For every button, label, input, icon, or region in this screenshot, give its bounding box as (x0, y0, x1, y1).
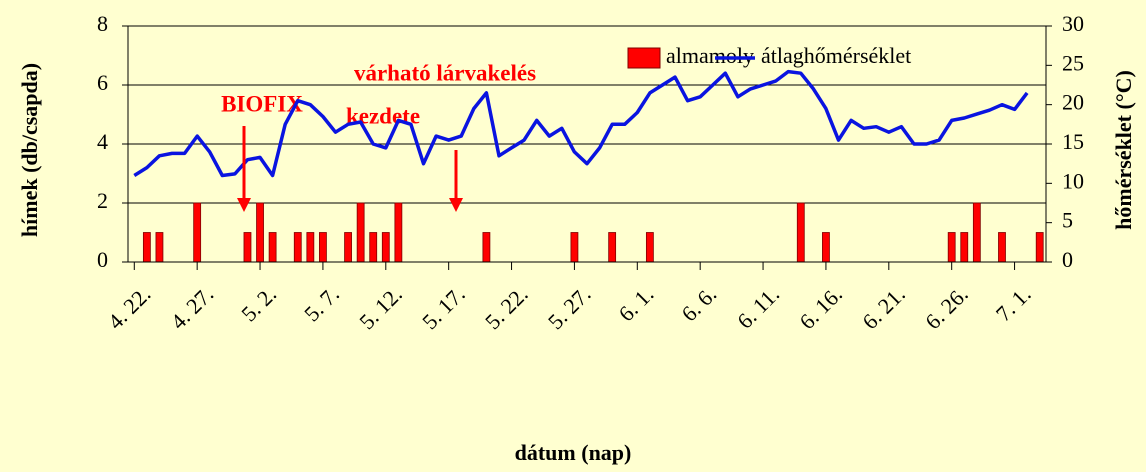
arrow-head (237, 198, 251, 212)
bar (256, 202, 264, 263)
bar (482, 232, 491, 263)
y2-tick-label: 20 (1062, 90, 1084, 115)
bar (570, 232, 579, 263)
bar (972, 202, 981, 263)
y2-tick-label: 15 (1062, 129, 1084, 154)
legend-swatch (627, 47, 661, 69)
bar (369, 232, 378, 263)
y2-tick-label: 25 (1062, 50, 1084, 75)
bar (947, 232, 956, 263)
bar (344, 232, 352, 263)
y2-axis-title: hőmérséklet (°C) (1111, 70, 1136, 230)
x-axis-title: dátum (nap) (515, 440, 632, 465)
y-tick-label: 4 (97, 129, 108, 154)
bar (960, 232, 969, 263)
bar (306, 232, 315, 263)
line (133, 69, 1029, 178)
legend-label: átlaghőmérséklet (761, 43, 911, 68)
bar (998, 232, 1006, 263)
bar (356, 202, 365, 263)
bar (155, 232, 164, 263)
y2-tick-label: 10 (1062, 168, 1084, 193)
y-tick-label: 0 (97, 247, 108, 272)
arrow-head (449, 198, 463, 212)
bar (381, 232, 390, 263)
bar (243, 232, 252, 263)
bar (193, 202, 202, 263)
y-axis-title: hímek (db/csapda) (17, 63, 42, 237)
bar (608, 232, 617, 263)
y-tick-label: 2 (97, 188, 108, 213)
bar (142, 232, 151, 263)
y2-tick-label: 0 (1062, 247, 1073, 272)
bar (645, 232, 654, 263)
annotation: várható lárvakelés (354, 60, 536, 85)
y-tick-label: 6 (97, 70, 108, 95)
annotation: BIOFIX (221, 91, 303, 116)
bar (796, 202, 805, 263)
bar (822, 232, 830, 263)
legend-label: almamoly (666, 43, 754, 68)
y-tick-label: 8 (97, 11, 108, 36)
y2-tick-label: 30 (1062, 11, 1084, 36)
bar (268, 232, 277, 263)
y2-tick-label: 5 (1062, 208, 1073, 233)
bar (293, 232, 302, 263)
bar (1035, 232, 1044, 263)
bar (319, 232, 327, 263)
bar (394, 202, 403, 263)
